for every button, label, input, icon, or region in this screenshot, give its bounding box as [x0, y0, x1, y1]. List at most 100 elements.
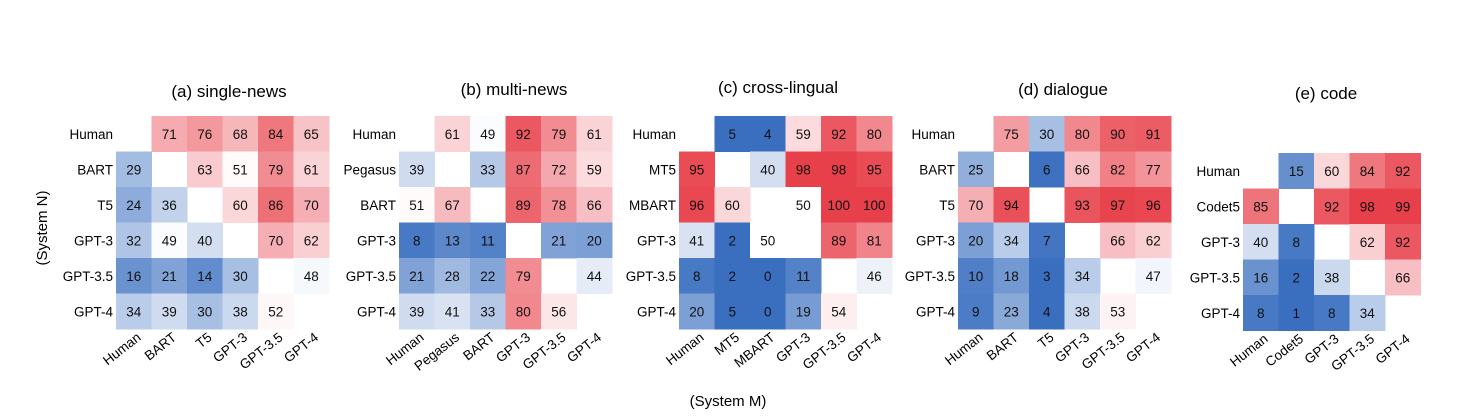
- cell-value-label: 92: [1395, 164, 1410, 179]
- heatmap-cell: [116, 151, 152, 188]
- heatmap-cell: [222, 151, 259, 188]
- row-tick-label: GPT-3.5: [626, 269, 676, 284]
- cell-value-label: 95: [867, 162, 882, 177]
- heatmap-cell: [714, 187, 751, 223]
- cell-value-label: 8: [1257, 306, 1265, 321]
- cell-value-label: 15: [1289, 164, 1304, 179]
- heatmap-cell: [679, 293, 715, 330]
- row-tick-label: GPT-3.5: [905, 269, 955, 284]
- heatmap-cell: [993, 187, 1030, 223]
- heatmap-cell: [856, 222, 893, 259]
- cell-value-label: 61: [304, 162, 319, 177]
- cell-value-label: 68: [233, 127, 248, 142]
- cell-value-label: 1: [1292, 306, 1300, 321]
- cell-value-label: 47: [1146, 269, 1161, 284]
- heatmap-cell: [151, 116, 188, 152]
- cell-value-label: 93: [1075, 198, 1090, 213]
- cell-value-label: 89: [516, 198, 531, 213]
- heatmap-cell: [116, 258, 152, 294]
- heatmap-cell: [187, 293, 223, 330]
- heatmap-cell: [958, 293, 994, 330]
- heatmap-cell: [1349, 188, 1386, 225]
- cell-value-label: 75: [1004, 127, 1019, 142]
- heatmap-cell: [1314, 295, 1350, 331]
- heatmap-cell: [541, 293, 577, 330]
- col-tick-label: T5: [1035, 330, 1057, 352]
- x-axis-label: (System M): [690, 393, 767, 410]
- cell-value-label: 91: [1146, 127, 1161, 142]
- row-tick-label: GPT-3.5: [63, 269, 113, 284]
- cell-value-label: 53: [1110, 304, 1125, 319]
- row-tick-label: Human: [1196, 164, 1240, 179]
- heatmap-cell: [785, 151, 822, 188]
- row-tick-label: GPT-3: [1201, 235, 1240, 250]
- heatmap-cell: [679, 187, 715, 223]
- cell-value-label: 33: [480, 162, 495, 177]
- row-tick-label: BART: [77, 162, 113, 177]
- heatmap-cell: [151, 222, 188, 259]
- cell-value-label: 84: [268, 127, 284, 142]
- cell-value-label: 80: [867, 127, 882, 142]
- heatmap-cell: [258, 151, 294, 188]
- cell-value-label: 34: [1004, 233, 1020, 248]
- heatmap-cell: [821, 222, 857, 259]
- cell-value-label: 72: [551, 162, 566, 177]
- col-tick-label: Human: [1227, 331, 1271, 370]
- heatmap-cell: [679, 258, 715, 294]
- cell-value-label: 79: [551, 127, 566, 142]
- cell-value-label: 14: [197, 269, 213, 284]
- panel-title: (e) code: [1295, 84, 1357, 103]
- heatmap-cell: [1243, 188, 1279, 225]
- cell-value-label: 54: [831, 304, 847, 319]
- heatmap-cell: [1243, 224, 1279, 260]
- cell-value-label: 8: [1292, 235, 1300, 250]
- heatmap-cell: [821, 293, 857, 330]
- panel-title: (b) multi-news: [461, 80, 568, 99]
- cell-value-label: 10: [968, 269, 983, 284]
- heatmap-cell: [1278, 224, 1315, 260]
- cell-value-label: 78: [551, 198, 566, 213]
- cell-value-label: 8: [413, 233, 421, 248]
- heatmap-cell: [1100, 151, 1136, 188]
- cell-value-label: 81: [867, 233, 882, 248]
- y-axis-label: (System N): [34, 190, 51, 265]
- heatmap-cell: [785, 116, 822, 152]
- heatmap-cell: [187, 116, 223, 152]
- heatmap-cell: [714, 258, 751, 294]
- cell-value-label: 11: [481, 233, 495, 248]
- cell-value-label: 98: [1360, 199, 1375, 214]
- cell-value-label: 51: [233, 162, 248, 177]
- cell-value-label: 84: [1360, 164, 1376, 179]
- heatmap-cell: [750, 293, 786, 330]
- heatmap-cell: [821, 116, 857, 152]
- cell-value-label: 22: [480, 269, 495, 284]
- heatmap-cell: [750, 151, 786, 188]
- cell-value-label: 100: [827, 198, 850, 213]
- heatmap-cell: [151, 187, 188, 223]
- heatmap-cell: [1029, 293, 1065, 330]
- heatmap-cell: [399, 187, 435, 223]
- cell-value-label: 70: [268, 233, 283, 248]
- cell-value-label: 8: [693, 269, 701, 284]
- cell-value-label: 65: [304, 127, 319, 142]
- heatmap-cell: [1243, 259, 1279, 296]
- cell-value-label: 40: [1253, 235, 1268, 250]
- cell-value-label: 98: [796, 162, 811, 177]
- cell-value-label: 25: [968, 162, 983, 177]
- heatmap-cell: [222, 116, 259, 152]
- heatmap-cell: [785, 187, 822, 223]
- cell-value-label: 92: [831, 127, 846, 142]
- heatmap-cell: [1064, 151, 1101, 188]
- heatmap-cell: [1029, 258, 1065, 294]
- cell-value-label: 95: [689, 162, 704, 177]
- heatmap-cell: [1135, 151, 1172, 188]
- heatmap-cell: [434, 293, 471, 330]
- heatmap-cell: [187, 151, 223, 188]
- cell-value-label: 77: [1146, 162, 1161, 177]
- heatmap-cell: [470, 293, 506, 330]
- heatmap-cell: [293, 187, 330, 223]
- heatmap-cell: [750, 222, 786, 259]
- col-tick-label: GPT-4: [564, 329, 604, 365]
- heatmap-cell: [1100, 222, 1136, 259]
